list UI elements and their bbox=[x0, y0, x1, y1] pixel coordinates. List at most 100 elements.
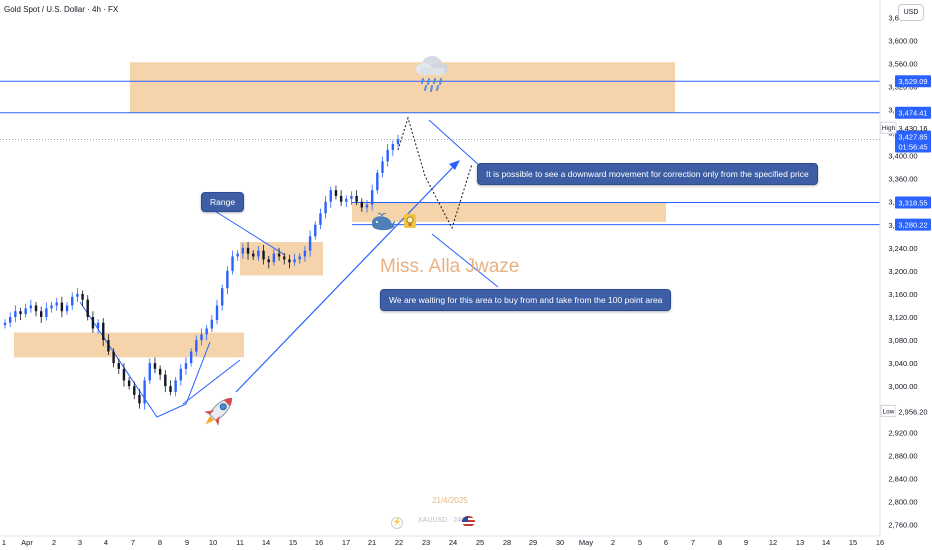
candle-body bbox=[205, 328, 208, 335]
symbol-title: Gold Spot / U.S. Dollar · 4h · FX bbox=[4, 5, 119, 14]
candle-body bbox=[329, 190, 332, 202]
last-price-tag-bg bbox=[895, 130, 931, 153]
candle-body bbox=[86, 299, 89, 317]
lightning-icon[interactable]: ⚡ bbox=[391, 517, 403, 529]
candle-body bbox=[386, 149, 389, 162]
candle-body bbox=[65, 305, 69, 312]
candle-body bbox=[24, 308, 27, 315]
price-tick-label: 3,200.00 bbox=[888, 267, 917, 276]
candle-body bbox=[376, 172, 379, 191]
note-pointer-line bbox=[428, 119, 481, 167]
price-tick-label: 2,800.00 bbox=[888, 497, 917, 506]
trend-arrow-head bbox=[449, 160, 460, 170]
candle-body bbox=[60, 302, 64, 312]
candle-body bbox=[189, 351, 193, 364]
candle-body bbox=[355, 195, 358, 202]
candle-body bbox=[107, 340, 110, 352]
pattern-line bbox=[182, 359, 241, 405]
candle-body bbox=[303, 250, 307, 257]
price-tick-label: 2,840.00 bbox=[888, 474, 917, 483]
date-watermark: 21/4/2025 bbox=[432, 496, 468, 505]
us-flag-icon[interactable] bbox=[462, 516, 475, 527]
range-pointer-line bbox=[209, 207, 286, 256]
price-tick-label: 2,880.00 bbox=[888, 451, 917, 460]
candle-body bbox=[345, 198, 348, 202]
trend-arrow-line bbox=[235, 162, 458, 393]
price-zone bbox=[130, 62, 675, 113]
lightbulb-icon[interactable] bbox=[403, 213, 417, 229]
time-tick-label: 7 bbox=[131, 538, 135, 547]
candle-body bbox=[241, 247, 245, 254]
price-tick-label: 3,120.00 bbox=[888, 313, 917, 322]
candle-body bbox=[365, 204, 369, 208]
candle-body bbox=[133, 386, 136, 395]
candle-body bbox=[220, 288, 224, 306]
time-tick-label: 8 bbox=[718, 538, 722, 547]
candle-body bbox=[169, 386, 172, 392]
high-tag-bg bbox=[880, 121, 897, 134]
candle-body bbox=[210, 319, 214, 329]
price-tick-label: 3,040.00 bbox=[888, 359, 917, 368]
whale-icon[interactable] bbox=[370, 212, 396, 232]
candle-body bbox=[298, 256, 301, 260]
candle-body bbox=[308, 236, 312, 251]
candle-body bbox=[370, 190, 374, 205]
price-level-tag-label: 3,529.09 bbox=[898, 77, 927, 86]
candle-body bbox=[267, 259, 270, 263]
candle-body bbox=[138, 394, 141, 404]
time-tick-label: 22 bbox=[395, 538, 403, 547]
price-tick-label: 3,240.00 bbox=[888, 244, 917, 253]
candle-body bbox=[102, 322, 105, 341]
buy-callout[interactable]: We are waiting for this area to buy from… bbox=[380, 289, 672, 311]
time-tick-label: 10 bbox=[209, 538, 217, 547]
time-tick-label: 8 bbox=[158, 538, 162, 547]
price-tick-label: 3,000.00 bbox=[888, 382, 917, 391]
time-tick-label: 3 bbox=[78, 538, 82, 547]
note-pointer-line bbox=[431, 233, 499, 288]
time-tick-label: 4 bbox=[104, 538, 108, 547]
price-level-tag-bg bbox=[895, 106, 931, 119]
candle-body bbox=[246, 247, 250, 254]
candle-body bbox=[215, 305, 219, 320]
correction-callout[interactable]: It is possible to see a downward movemen… bbox=[477, 163, 818, 185]
candle-body bbox=[122, 368, 126, 381]
price-tick-label: 2,920.00 bbox=[888, 428, 917, 437]
price-zone bbox=[14, 332, 244, 358]
time-tick-label: 13 bbox=[796, 538, 804, 547]
range-callout[interactable]: Range bbox=[201, 192, 245, 212]
currency-button[interactable]: USD bbox=[898, 4, 924, 21]
rocket-icon[interactable] bbox=[198, 390, 240, 432]
last-price-tag-label: 3,427.85 bbox=[898, 133, 927, 142]
time-tick-label: 14 bbox=[262, 538, 270, 547]
candle-body bbox=[174, 380, 177, 392]
candle-body bbox=[45, 308, 48, 317]
time-tick-label: 15 bbox=[849, 538, 857, 547]
time-tick-label: 9 bbox=[744, 538, 748, 547]
candle-body bbox=[350, 195, 353, 199]
price-tick-label: 3,160.00 bbox=[888, 290, 917, 299]
time-tick-label: 15 bbox=[289, 538, 297, 547]
candle-body bbox=[112, 351, 115, 364]
high-tag-label: High bbox=[882, 125, 896, 132]
price-level-tag-bg bbox=[895, 75, 931, 88]
candle-body bbox=[91, 316, 95, 329]
low-tag-label: Low bbox=[883, 408, 895, 415]
correction-note: It is possible to see a downward movemen… bbox=[486, 169, 809, 179]
time-tick-label: 12 bbox=[769, 538, 777, 547]
candle-body bbox=[71, 296, 74, 306]
range-label: Range bbox=[210, 197, 236, 207]
price-level-tag-label: 3,474.41 bbox=[898, 109, 927, 118]
price-level-tag-bg bbox=[895, 196, 931, 209]
time-tick-label: 9 bbox=[185, 538, 189, 547]
rain-cloud-icon[interactable] bbox=[414, 50, 450, 94]
time-tick-label: 11 bbox=[236, 538, 244, 547]
symbol-watermark: XAUUSD · 240 bbox=[418, 517, 466, 524]
candle-body bbox=[96, 322, 100, 329]
time-tick-label: 30 bbox=[556, 538, 564, 547]
candle-body bbox=[334, 190, 338, 196]
candle-body bbox=[3, 322, 7, 326]
time-tick-label: 21 bbox=[368, 538, 376, 547]
price-tick-label: 2,760.00 bbox=[888, 520, 917, 529]
candle-body bbox=[283, 256, 286, 260]
